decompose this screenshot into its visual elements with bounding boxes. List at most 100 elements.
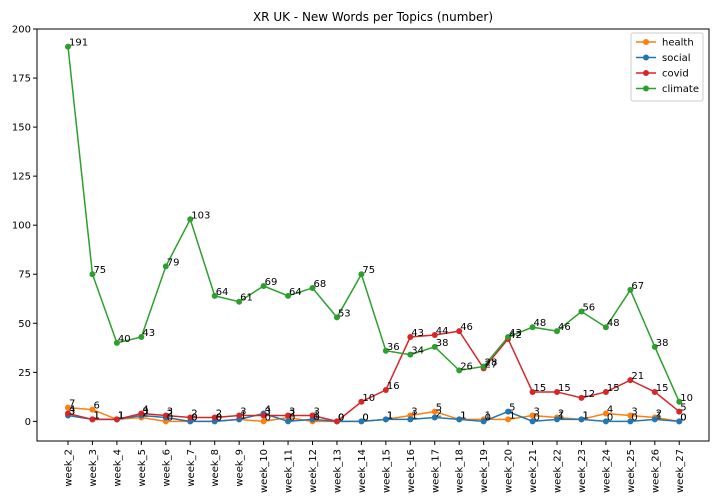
x-tick-label: week_25 (626, 449, 637, 493)
data-point-climate (211, 292, 218, 299)
data-label-social: 0 (485, 412, 491, 423)
data-label-health: 0 (338, 412, 344, 423)
data-label-covid: 2 (191, 408, 197, 419)
data-label-health: 7 (69, 399, 75, 410)
data-label-climate: 43 (509, 328, 522, 339)
data-label-climate: 43 (142, 328, 155, 339)
data-label-climate: 38 (436, 338, 449, 349)
data-point-covid (89, 416, 96, 423)
x-tick-label: week_14 (357, 449, 368, 493)
data-label-health: 1 (582, 410, 588, 421)
data-label-social: 3 (69, 406, 75, 417)
data-point-covid (187, 414, 194, 421)
data-label-covid: 0 (338, 412, 344, 423)
data-point-social (676, 418, 683, 425)
data-label-health: 6 (93, 401, 99, 412)
y-tick-label: 175 (12, 74, 31, 85)
data-point-covid (162, 412, 169, 419)
data-point-climate (382, 347, 389, 354)
data-label-health: 0 (265, 412, 271, 423)
data-label-health: 2 (656, 408, 662, 419)
data-label-social: 0 (362, 412, 368, 423)
data-point-social (602, 418, 609, 425)
x-axis: week_2 week_3 week_4 week_5 week_6 week_7 week… (64, 441, 686, 493)
data-point-social (578, 416, 585, 423)
data-label-covid: 3 (167, 406, 173, 417)
legend-frame (630, 32, 704, 102)
data-label-health: 1 (509, 410, 515, 421)
legend-swatch-marker (643, 54, 649, 61)
data-point-covid (578, 394, 585, 401)
data-label-health: 1 (118, 410, 124, 421)
x-tick-label: week_12 (308, 449, 319, 493)
y-tick-label: 150 (12, 123, 31, 134)
data-labels: 7 61 2 0 0 0 1 0 2 0 0 0 1 3 51 1 1 3 2 14 3 2 03 1 1 3 2 0 0 140 1 0 0 1… (69, 38, 693, 424)
data-point-covid (236, 412, 243, 419)
data-point-climate (602, 324, 609, 331)
data-label-health: 2 (142, 408, 148, 419)
y-tick-label: 0 (25, 417, 31, 428)
x-tick-label: week_5 (137, 449, 148, 487)
data-label-climate: 75 (93, 265, 106, 276)
x-tick-label: week_15 (381, 449, 392, 493)
data-point-covid (65, 410, 71, 417)
data-label-health: 1 (387, 410, 393, 421)
data-point-covid (602, 388, 609, 395)
data-point-climate (89, 271, 96, 278)
data-label-climate: 79 (167, 257, 180, 268)
data-point-climate (65, 43, 71, 50)
data-label-social: 2 (436, 408, 442, 419)
x-tick-label: week_26 (650, 449, 661, 493)
data-label-climate: 46 (558, 322, 571, 333)
data-point-covid (651, 388, 658, 395)
data-point-covid (138, 410, 145, 417)
data-point-climate (285, 292, 292, 299)
x-tick-label: week_7 (186, 449, 197, 487)
data-point-social (431, 414, 438, 421)
data-label-health: 1 (240, 410, 246, 421)
data-label-covid: 4 (142, 405, 148, 416)
data-label-social: 1 (387, 410, 393, 421)
x-tick-label: week_4 (112, 449, 123, 487)
data-label-social: 1 (118, 410, 124, 421)
series-line-climate (67, 46, 680, 403)
data-label-climate: 61 (240, 293, 253, 304)
data-label-covid: 43 (411, 328, 424, 339)
data-label-social: 0 (534, 412, 540, 423)
data-label-health: 1 (485, 410, 491, 421)
data-point-social (285, 418, 292, 425)
data-label-health: 0 (362, 412, 368, 423)
data-label-social: 1 (582, 410, 588, 421)
x-tick-label: week_23 (577, 449, 588, 493)
data-point-social (529, 418, 536, 425)
x-tick-label: week_18 (455, 449, 466, 493)
data-label-climate: 68 (314, 279, 327, 290)
x-tick-label: week_3 (88, 449, 99, 487)
data-label-climate: 26 (460, 361, 473, 372)
data-point-climate (505, 334, 512, 341)
legend-label-health: health (662, 38, 694, 49)
data-label-covid: 15 (534, 383, 547, 394)
data-label-health: 3 (411, 406, 417, 417)
data-label-covid: 10 (362, 393, 375, 404)
data-label-health: 0 (680, 412, 686, 423)
data-label-covid: 3 (314, 406, 320, 417)
data-label-social: 0 (191, 412, 197, 423)
data-point-covid (431, 332, 438, 339)
series-line-covid (67, 330, 680, 423)
data-point-climate (309, 284, 316, 291)
data-label-covid: 42 (509, 330, 522, 341)
data-point-covid (382, 386, 389, 393)
data-point-social (456, 416, 463, 423)
x-tick-label: week_19 (479, 449, 490, 493)
data-point-climate (162, 263, 169, 270)
x-tick-label: week_9 (235, 449, 246, 487)
data-label-covid: 15 (558, 383, 571, 394)
data-label-covid: 46 (460, 322, 473, 333)
data-point-covid (358, 398, 365, 405)
y-tick-label: 50 (18, 319, 31, 330)
x-tick-label: week_17 (430, 449, 441, 493)
data-label-covid: 16 (387, 381, 400, 392)
data-point-climate (676, 398, 683, 405)
data-point-covid (113, 416, 120, 423)
